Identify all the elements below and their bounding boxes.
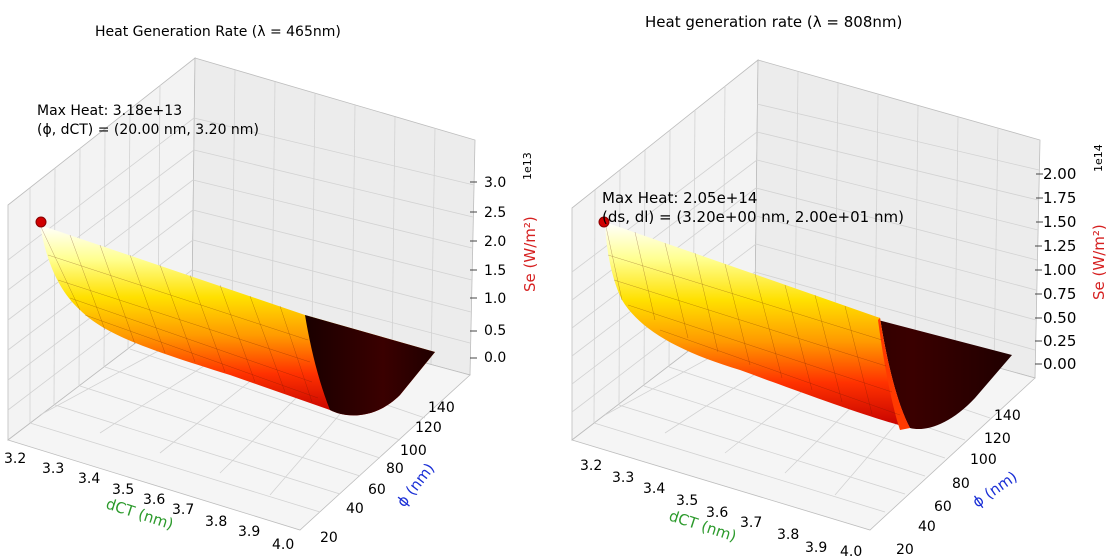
annotation-line-1: Max Heat: 3.18e+13	[37, 103, 182, 119]
chart-left: Heat Generation Rate (λ = 465nm)	[4, 24, 539, 553]
y-tick: 80	[386, 461, 404, 477]
annotation-line-2: (ϕ, dCT) = (20.00 nm, 3.20 nm)	[37, 122, 259, 138]
z-axis-label: Se (W/m²)	[1090, 224, 1108, 300]
x-tick: 4.0	[272, 537, 294, 553]
z-multiplier: 1e13	[521, 152, 534, 180]
y-tick: 20	[320, 530, 338, 546]
surface	[35, 216, 435, 416]
annotation-line-1: Max Heat: 2.05e+14	[602, 189, 757, 207]
y-tick: 60	[934, 499, 952, 515]
axes-panes	[571, 59, 1041, 531]
y-tick: 60	[368, 482, 386, 498]
chart-title: Heat Generation Rate (λ = 465nm)	[95, 24, 341, 40]
z-tick: 0.5	[484, 323, 506, 339]
z-axis: 0.0 0.5 1.0 1.5 2.0 2.5 3.0 1e13 Se (W/m…	[470, 152, 539, 366]
y-tick: 20	[896, 542, 914, 558]
chart-title: Heat generation rate (λ = 808nm)	[645, 13, 902, 31]
y-tick: 80	[952, 476, 970, 492]
x-tick: 3.8	[777, 527, 799, 543]
y-tick: 140	[994, 408, 1021, 424]
y-tick: 140	[428, 400, 455, 416]
x-tick: 3.3	[42, 461, 64, 477]
z-axis: 0.00 0.25 0.50 0.75 1.00 1.25 1.50 1.75 …	[1035, 144, 1108, 373]
z-tick: 1.50	[1043, 213, 1076, 231]
x-tick: 3.5	[676, 493, 698, 509]
chart-right: Heat generation rate (λ = 808nm)	[571, 13, 1108, 558]
z-tick: 0.0	[484, 350, 506, 366]
y-tick: 120	[984, 431, 1011, 447]
x-tick: 3.3	[612, 470, 634, 486]
z-tick: 2.5	[484, 205, 506, 221]
z-tick: 2.0	[484, 234, 506, 250]
x-tick: 3.6	[706, 505, 728, 521]
z-tick: 0.75	[1043, 285, 1076, 303]
x-tick: 3.4	[78, 471, 100, 487]
x-tick: 3.5	[112, 482, 134, 498]
x-tick: 3.9	[805, 540, 827, 556]
x-tick: 3.6	[143, 492, 165, 508]
z-axis-label: Se (W/m²)	[521, 216, 539, 292]
annotation: Max Heat: 3.18e+13 (ϕ, dCT) = (20.00 nm,…	[37, 103, 259, 138]
x-tick: 3.2	[580, 458, 602, 474]
y-tick: 100	[400, 443, 427, 459]
z-tick: 0.25	[1043, 332, 1076, 350]
annotation-line-2: (ds, dl) = (3.20e+00 nm, 2.00e+01 nm)	[602, 208, 904, 226]
y-tick: 40	[918, 519, 936, 535]
z-multiplier: 1e14	[1092, 144, 1105, 172]
y-tick: 120	[415, 420, 442, 436]
x-tick: 4.0	[840, 544, 862, 558]
x-tick: 3.2	[4, 451, 26, 467]
x-tick: 3.8	[205, 514, 227, 530]
z-tick: 0.00	[1043, 355, 1076, 373]
z-tick: 1.00	[1043, 261, 1076, 279]
annotation: Max Heat: 2.05e+14 (ds, dl) = (3.20e+00 …	[602, 189, 904, 226]
max-point-marker	[598, 216, 610, 228]
z-tick: 2.00	[1043, 165, 1076, 183]
z-tick: 1.5	[484, 263, 506, 279]
z-tick: 1.25	[1043, 237, 1076, 255]
surface-mesh	[604, 221, 901, 416]
y-tick: 100	[970, 452, 997, 468]
z-tick: 3.0	[484, 175, 506, 191]
z-tick: 0.50	[1043, 309, 1076, 327]
y-tick: 40	[346, 501, 364, 517]
y-axis-label: ϕ (nm)	[969, 468, 1021, 512]
surface	[598, 216, 1012, 430]
z-tick: 1.0	[484, 291, 506, 307]
x-tick: 3.7	[740, 515, 762, 531]
max-point-marker	[35, 216, 47, 228]
x-tick: 3.9	[238, 524, 260, 540]
x-tick: 3.7	[172, 502, 194, 518]
surface-mesh	[39, 224, 319, 403]
x-axis: 3.2 3.3 3.4 3.5 3.6 3.7 3.8 3.9 4.0 dCT …	[580, 458, 862, 558]
x-tick: 3.4	[643, 481, 665, 497]
z-tick: 1.75	[1043, 189, 1076, 207]
